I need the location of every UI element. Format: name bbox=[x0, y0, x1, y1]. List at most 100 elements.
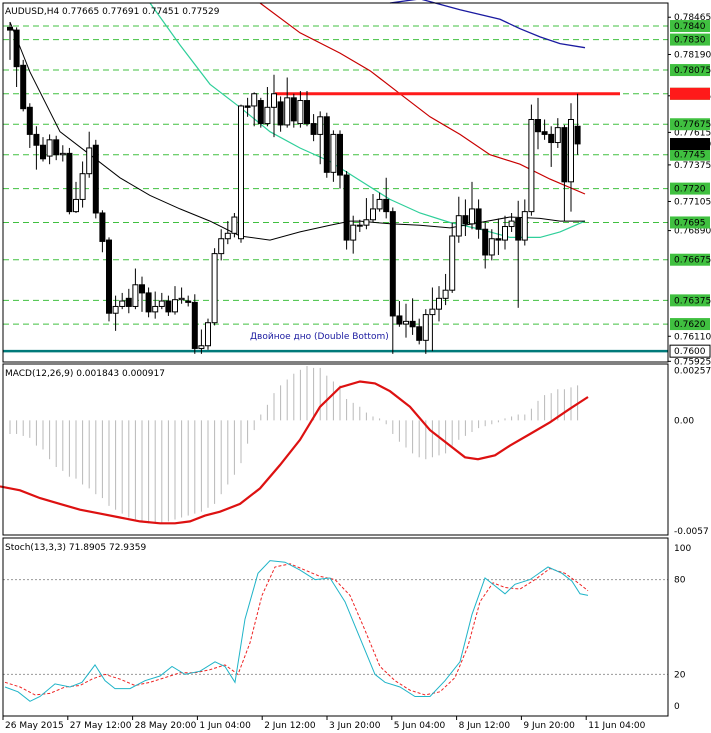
candle-body bbox=[304, 100, 310, 125]
candle-body bbox=[502, 226, 508, 241]
candle-body bbox=[132, 284, 139, 307]
price-tick-label: 0.78465 bbox=[674, 13, 711, 23]
candlestick-series bbox=[7, 21, 581, 354]
candle-body bbox=[548, 133, 555, 144]
macd-signal-line bbox=[0, 380, 589, 525]
candle-body bbox=[356, 224, 363, 227]
macd-tick-label: 0.00 bbox=[674, 416, 694, 426]
candle-body bbox=[310, 123, 317, 135]
candle-body bbox=[396, 315, 403, 325]
time-tick-label: 28 May 20:00 bbox=[135, 721, 197, 731]
candle-body bbox=[112, 305, 119, 314]
level-tag-label: 0.76675 bbox=[674, 256, 711, 266]
candle-body bbox=[284, 97, 291, 126]
stochastic-main-line bbox=[4, 560, 589, 702]
price-tick-label: 0.76110 bbox=[674, 332, 711, 342]
candle-body bbox=[125, 297, 132, 307]
ma-fast-line bbox=[9, 21, 585, 241]
candle-body bbox=[554, 127, 561, 144]
candle-body bbox=[145, 292, 152, 313]
candle-body bbox=[488, 238, 495, 256]
level-tag-label: 0.7840 bbox=[674, 22, 706, 32]
candle-body bbox=[363, 219, 370, 226]
panel-frames bbox=[2, 2, 669, 717]
level-tag bbox=[670, 294, 710, 307]
candle-body bbox=[244, 105, 251, 108]
stochastic-tick-label: 80 bbox=[674, 576, 686, 586]
candle-body bbox=[350, 224, 357, 241]
level-tag bbox=[670, 64, 710, 77]
candle-body bbox=[409, 320, 416, 328]
candle-body bbox=[455, 215, 462, 237]
candle-body bbox=[40, 144, 46, 160]
panel-frame bbox=[2, 363, 669, 536]
candle-body bbox=[224, 232, 231, 240]
candle-body bbox=[521, 211, 528, 241]
candle-body bbox=[343, 174, 350, 241]
candle-body bbox=[535, 119, 541, 133]
stochastic-panel: Stoch(13,3,3) 71.8905 72.9359 bbox=[3, 543, 668, 702]
stochastic-tick-label: 100 bbox=[674, 544, 691, 554]
level-tag-label: 0.77675 bbox=[674, 120, 711, 130]
macd-histogram bbox=[9, 365, 579, 524]
candle-body bbox=[277, 101, 284, 126]
candle-body bbox=[231, 216, 238, 234]
time-tick-label: 9 Jun 20:00 bbox=[523, 721, 575, 731]
candle-body bbox=[119, 300, 126, 307]
candle-body bbox=[528, 119, 535, 213]
candle-body bbox=[429, 308, 436, 316]
candle-body bbox=[191, 301, 198, 349]
level-tag bbox=[670, 118, 710, 131]
candle-body bbox=[337, 133, 343, 176]
stochastic-title: Stoch(13,3,3) 71.8905 72.9359 bbox=[5, 543, 146, 553]
candle-body bbox=[264, 106, 271, 125]
candle-body bbox=[568, 119, 574, 183]
candle-body bbox=[33, 133, 40, 146]
candle-body bbox=[442, 289, 449, 299]
candle-body bbox=[92, 144, 99, 214]
candle-body bbox=[59, 152, 66, 156]
price-panel: Двойное дно (Double Bottom) AUDUSD,H4 0.… bbox=[3, 0, 668, 354]
candle-body bbox=[106, 239, 112, 314]
candle-body bbox=[403, 320, 409, 325]
level-tag-label: 0.7600 bbox=[674, 347, 706, 357]
candle-body bbox=[436, 297, 442, 310]
panel-frame bbox=[2, 537, 669, 717]
macd-tick-label: 0.002575 bbox=[674, 366, 711, 376]
candle-body bbox=[376, 198, 383, 210]
candle-body bbox=[218, 238, 225, 255]
level-tag bbox=[670, 20, 710, 33]
candle-body bbox=[73, 198, 79, 213]
candle-body bbox=[389, 211, 396, 317]
price-tick-label: 0.77615 bbox=[674, 128, 711, 138]
candle-body bbox=[271, 93, 277, 108]
ohlc-readout: 0.77665 0.77691 0.77451 0.77529 bbox=[62, 7, 220, 17]
time-axis: 26 May 2015 27 May 12:00 28 May 20:00 1 Jun… bbox=[2, 716, 646, 731]
candle-body bbox=[185, 300, 192, 303]
macd-axis: 0.002575 0.00 -0.0057 bbox=[674, 366, 711, 537]
candle-body bbox=[482, 228, 489, 256]
candle-body bbox=[79, 173, 86, 200]
current-price-label: 0.77529 bbox=[674, 140, 711, 150]
candle-body bbox=[495, 238, 502, 241]
candle-body bbox=[416, 326, 423, 341]
candle-body bbox=[198, 345, 205, 349]
level-tag-label: 0.76375 bbox=[674, 296, 711, 306]
candle-body bbox=[297, 100, 304, 125]
candle-body bbox=[7, 26, 13, 31]
candle-body bbox=[290, 97, 297, 122]
candle-body bbox=[86, 147, 93, 175]
time-tick-label: 27 May 12:00 bbox=[70, 721, 132, 731]
level-tag bbox=[670, 318, 710, 331]
candle-body bbox=[508, 220, 515, 228]
macd-panel: MACD(12,26,9) 0.001843 0.000917 bbox=[0, 365, 589, 525]
candle-body bbox=[99, 212, 106, 242]
candle-body bbox=[46, 139, 53, 157]
candle-body bbox=[330, 133, 337, 173]
candle-body bbox=[449, 235, 456, 291]
stochastic-tick-label: 20 bbox=[674, 670, 686, 680]
double-bottom-label: Двойное дно (Double Bottom) bbox=[250, 332, 389, 342]
price-tick-label: 0.78190 bbox=[674, 50, 711, 60]
macd-title: MACD(12,26,9) 0.001843 0.000917 bbox=[5, 369, 165, 379]
